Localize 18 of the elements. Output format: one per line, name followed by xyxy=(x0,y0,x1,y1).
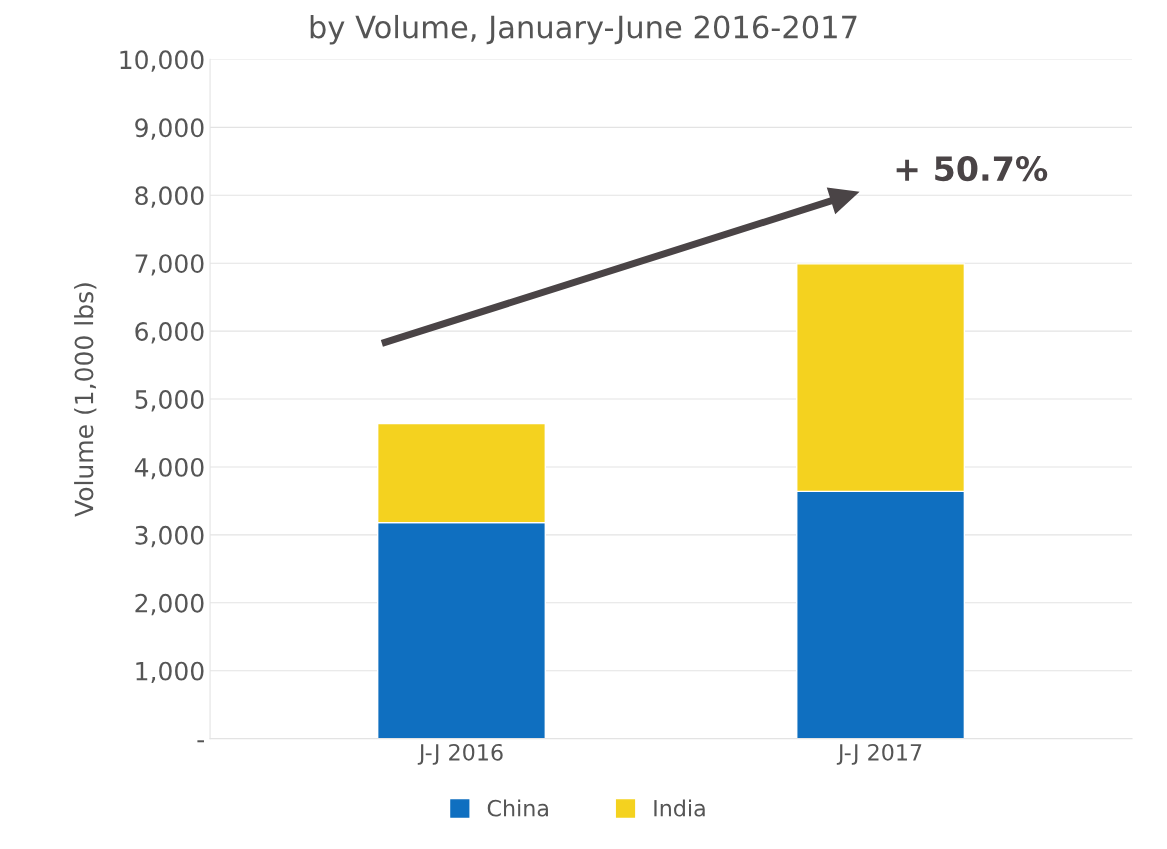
y-tick-label: 2,000 xyxy=(135,593,204,616)
y-tick-label: 10,000 xyxy=(120,50,204,72)
y-tick-label: 6,000 xyxy=(135,322,204,344)
legend-label: China xyxy=(487,799,548,817)
annotation: + 50.7% xyxy=(896,155,1048,182)
legend-label: India xyxy=(654,799,705,817)
y-tick-label: 8,000 xyxy=(135,186,204,208)
x-tick-label: J-J 2016 xyxy=(417,743,503,765)
y-tick-label: - xyxy=(197,740,204,743)
y-tick-label: 4,000 xyxy=(134,457,204,480)
y-axis-title: Volume (1,000 lbs) xyxy=(74,283,97,517)
y-tick-label: 9,000 xyxy=(135,118,204,140)
y-tick-label: 3,000 xyxy=(135,525,204,548)
chart-title: by Volume, January-June 2016-2017 xyxy=(310,14,857,45)
y-tick-label: 1,000 xyxy=(136,661,204,684)
y-tick-label: 7,000 xyxy=(135,254,204,276)
x-tick-label: J-J 2017 xyxy=(836,743,922,765)
y-tick-label: 5,000 xyxy=(135,389,204,412)
